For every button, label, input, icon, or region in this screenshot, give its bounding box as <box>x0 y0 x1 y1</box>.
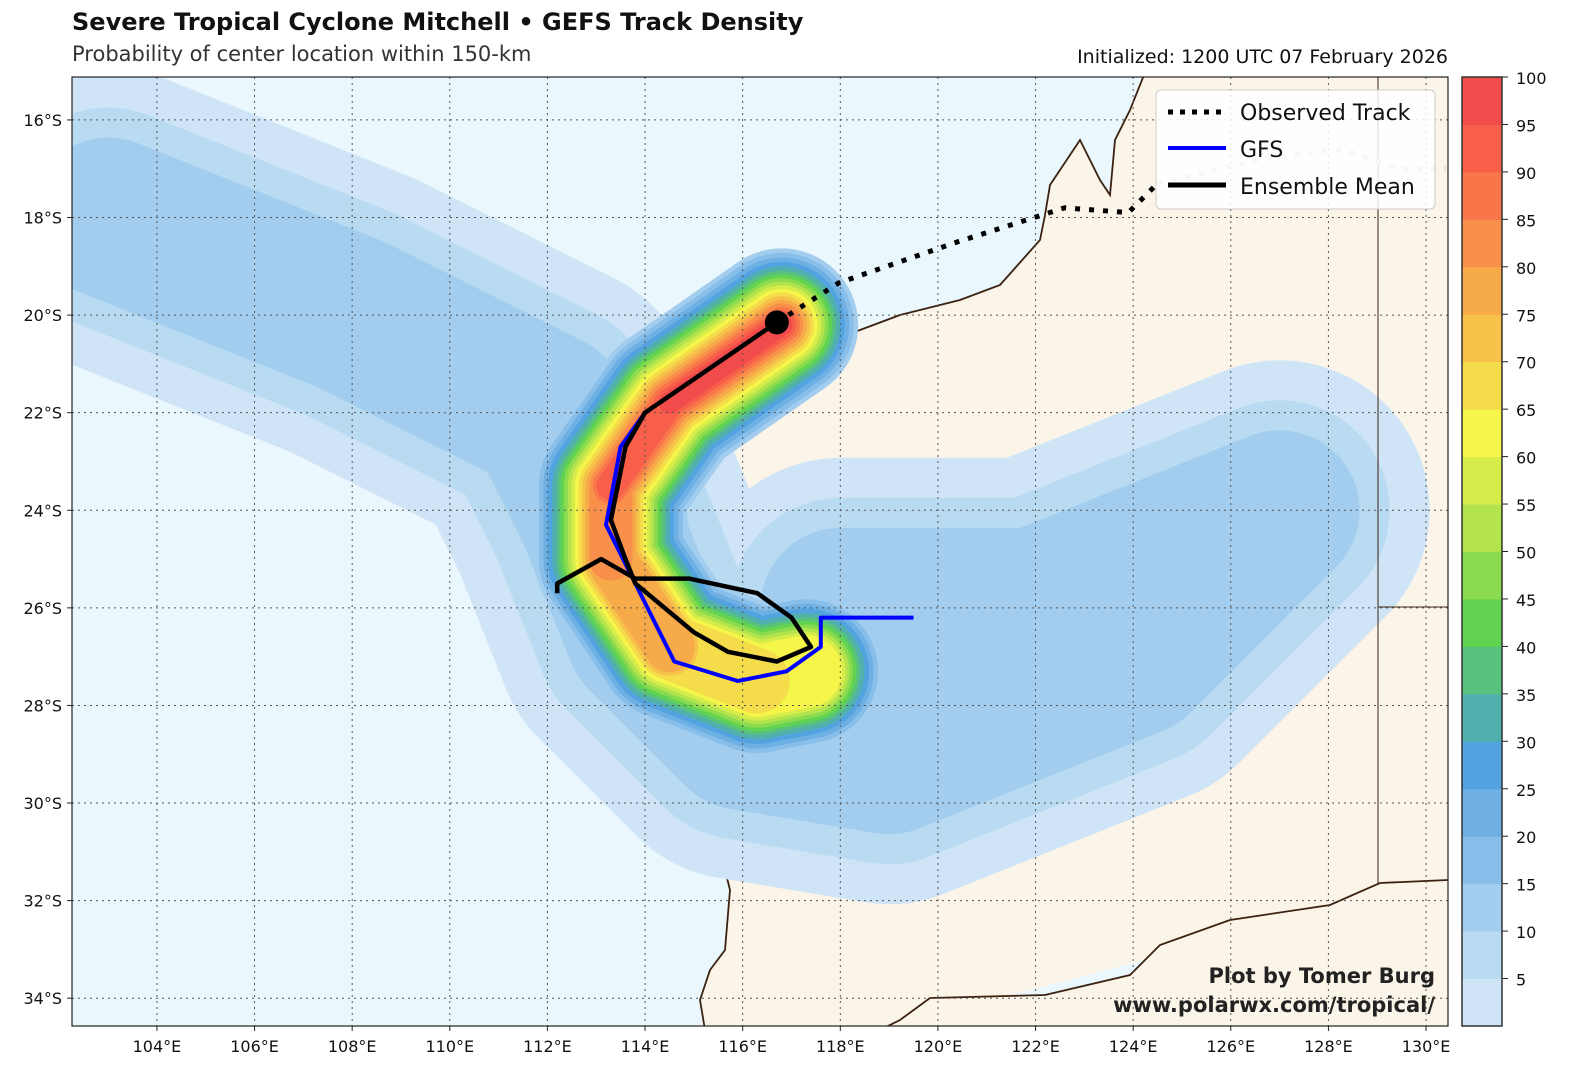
colorbar-swatch <box>1462 741 1502 790</box>
colorbar-label: 30 <box>1516 733 1536 752</box>
lon-tick-label: 112°E <box>523 1037 572 1056</box>
colorbar-label: 95 <box>1516 116 1536 135</box>
colorbar-swatch <box>1462 978 1502 1027</box>
legend: Observed Track GFS Ensemble Mean <box>1155 89 1436 210</box>
colorbar-label: 45 <box>1516 591 1536 610</box>
observed-track <box>775 181 1160 325</box>
colorbar-label: 65 <box>1516 401 1536 420</box>
colorbar-label: 60 <box>1516 449 1536 468</box>
lon-tick-label: 110°E <box>425 1037 474 1056</box>
lat-tick-label: 22°S <box>23 404 62 423</box>
map-frame <box>71 76 1449 1027</box>
lat-tick-label: 16°S <box>23 111 62 130</box>
legend-ensemble: Ensemble Mean <box>1240 175 1415 200</box>
colorbar-swatch <box>1462 77 1502 125</box>
colorbar-swatch <box>1462 836 1502 885</box>
current-position-marker <box>764 310 789 335</box>
colorbar-label: 55 <box>1516 496 1536 515</box>
colorbar-swatch <box>1462 171 1502 220</box>
colorbar-label: 10 <box>1516 923 1536 942</box>
colorbar-label: 25 <box>1516 781 1536 800</box>
credit-author: Plot by Tomer Burg <box>1209 964 1436 988</box>
lon-tick-label: 114°E <box>621 1037 670 1056</box>
legend-gfs: GFS <box>1240 138 1283 163</box>
colorbar-label: 70 <box>1516 354 1536 373</box>
lat-tick-label: 26°S <box>23 599 62 618</box>
gfs-track <box>604 320 914 683</box>
colorbar-swatch <box>1462 314 1502 363</box>
lon-tick-label: 106°E <box>230 1037 279 1056</box>
colorbar-swatch <box>1462 266 1502 315</box>
lon-tick-label: 124°E <box>1109 1037 1158 1056</box>
density-contour <box>658 314 793 414</box>
colorbar-swatch <box>1462 646 1502 695</box>
lon-tick-label: 130°E <box>1402 1037 1451 1056</box>
lat-tick-label: 32°S <box>23 892 62 911</box>
lon-tick-label: 128°E <box>1304 1037 1353 1056</box>
colorbar-label: 40 <box>1516 638 1536 657</box>
lat-tick-label: 18°S <box>23 209 62 228</box>
lat-tick-label: 20°S <box>23 306 62 325</box>
colorbar-label: 5 <box>1516 971 1526 990</box>
initialized-time: Initialized: 1200 UTC 07 February 2026 <box>1077 46 1448 68</box>
colorbar-label: 20 <box>1516 828 1536 847</box>
lon-tick-label: 108°E <box>328 1037 377 1056</box>
colorbar-swatch <box>1462 598 1502 647</box>
colorbar-label: 100 <box>1516 69 1547 88</box>
colorbar: 5 10 15 20 25 30 35 40 45 50 55 60 65 70 75 80 85 90 95 100 <box>1461 69 1547 1027</box>
colorbar-label: 50 <box>1516 544 1536 563</box>
colorbar-swatch <box>1462 693 1502 742</box>
lon-tick-label: 126°E <box>1206 1037 1255 1056</box>
colorbar-swatch <box>1462 788 1502 837</box>
ensemble-mean-track <box>554 320 814 664</box>
colorbar-swatch <box>1462 883 1502 932</box>
track-density-field <box>72 77 1430 905</box>
colorbar-swatch <box>1462 456 1502 505</box>
colorbar-label: 80 <box>1516 259 1536 278</box>
colorbar-swatch <box>1462 409 1502 458</box>
colorbar-swatch <box>1462 931 1502 980</box>
lat-tick-label: 28°S <box>23 696 62 715</box>
lon-tick-label: 104°E <box>133 1037 182 1056</box>
lat-tick-label: 30°S <box>23 794 62 813</box>
colorbar-swatch <box>1462 361 1502 410</box>
colorbar-label: 15 <box>1516 876 1536 895</box>
colorbar-label: 35 <box>1516 686 1536 705</box>
chart-title: Severe Tropical Cyclone Mitchell • GEFS … <box>72 8 804 36</box>
colorbar-swatch <box>1462 219 1502 268</box>
lon-tick-label: 118°E <box>816 1037 865 1056</box>
lat-tick-label: 24°S <box>23 501 62 520</box>
colorbar-label: 90 <box>1516 164 1536 183</box>
legend-observed: Observed Track <box>1240 101 1411 126</box>
colorbar-label: 75 <box>1516 306 1536 325</box>
lon-tick-label: 116°E <box>718 1037 767 1056</box>
credit-url: www.polarwx.com/tropical/ <box>1113 993 1435 1017</box>
colorbar-frame <box>1461 76 1503 1027</box>
chart-subtitle: Probability of center location within 15… <box>72 42 532 66</box>
lon-tick-label: 122°E <box>1011 1037 1060 1056</box>
colorbar-label: 85 <box>1516 211 1536 230</box>
lat-tick-label: 34°S <box>23 989 62 1008</box>
lon-tick-label: 120°E <box>914 1037 963 1056</box>
colorbar-swatch <box>1462 124 1502 173</box>
colorbar-swatch <box>1462 551 1502 600</box>
colorbar-swatch <box>1462 504 1502 552</box>
